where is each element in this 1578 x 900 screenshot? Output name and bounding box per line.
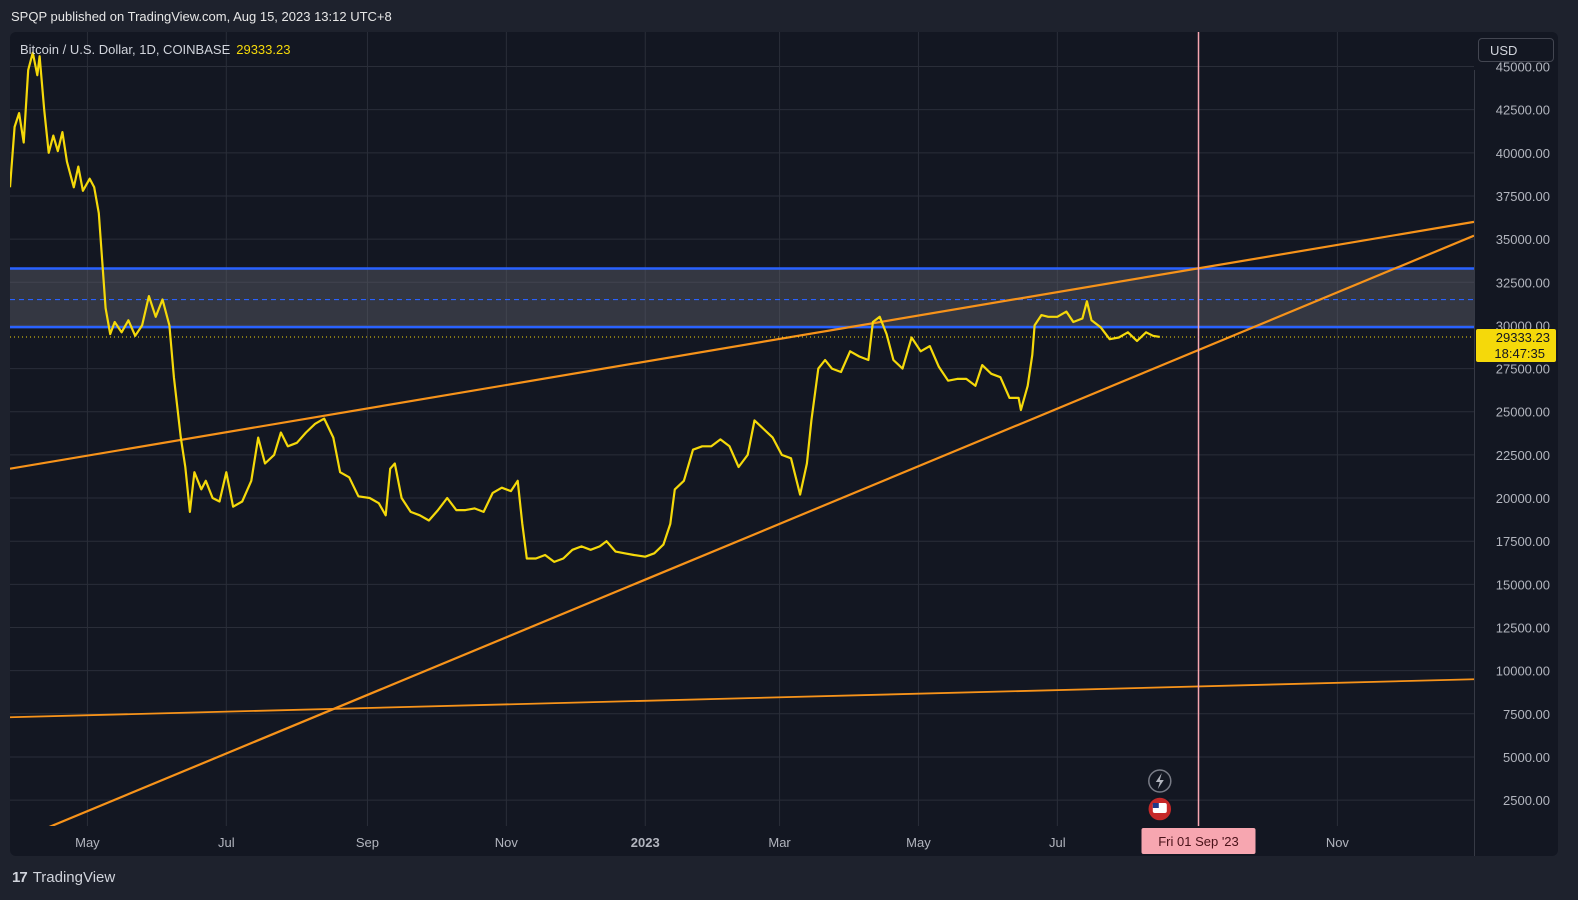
- last-price-badge[interactable]: [1476, 328, 1556, 362]
- y-tick-label: 7500.00: [1503, 707, 1550, 722]
- x-tick-label: May: [75, 835, 100, 850]
- x-tick-label: May: [906, 835, 931, 850]
- y-tick-label: 25000.00: [1496, 405, 1550, 420]
- x-tick-label: Jul: [218, 835, 235, 850]
- x-tick-label: Sep: [356, 835, 379, 850]
- crosshair-date-box: [1141, 828, 1256, 854]
- crosshair-date-label: Fri 01 Sep '23: [1158, 834, 1239, 849]
- lightning-icon-glyph: [1155, 773, 1164, 789]
- chart-pane[interactable]: [10, 32, 1558, 856]
- bar-countdown-label: 18:47:35: [1494, 346, 1545, 361]
- symbol-last-price: 29333.23: [236, 42, 291, 57]
- y-tick-label: 37500.00: [1496, 189, 1550, 204]
- y-tick-label: 45000.00: [1496, 60, 1550, 75]
- x-tick-label: Jul: [1049, 835, 1066, 850]
- y-tick-label: 42500.00: [1496, 103, 1550, 118]
- symbol-legend[interactable]: Bitcoin / U.S. Dollar, 1D, COINBASE 29333…: [20, 42, 290, 57]
- publisher-caption: SPQP published on TradingView.com, Aug 1…: [11, 9, 392, 24]
- y-tick-label: 17500.00: [1496, 534, 1550, 549]
- tradingview-logo-icon: 17: [12, 869, 28, 886]
- currency-button[interactable]: USD: [1478, 38, 1554, 62]
- x-tick-label: Nov: [495, 835, 519, 850]
- tradingview-logo-text: TradingView: [32, 869, 116, 886]
- trendline-bottom[interactable]: [10, 678, 1474, 719]
- y-tick-label: 2500.00: [1503, 793, 1550, 808]
- flag-icon-canton: [1152, 803, 1159, 808]
- y-tick-label: 32500.00: [1496, 275, 1550, 290]
- y-tick-label: 22500.00: [1496, 448, 1550, 463]
- y-tick-label: 20000.00: [1496, 491, 1550, 506]
- resistance-zone[interactable]: [10, 268, 1474, 328]
- trendline-upper[interactable]: [10, 220, 1474, 470]
- y-tick-label: 10000.00: [1496, 664, 1550, 679]
- tradingview-logo[interactable]: 17 TradingView: [12, 869, 115, 886]
- symbol-label: Bitcoin / U.S. Dollar, 1D, COINBASE: [20, 42, 231, 57]
- y-tick-label: 35000.00: [1496, 232, 1550, 247]
- y-tick-label: 5000.00: [1503, 750, 1550, 765]
- last-price-label: 29333.23: [1496, 330, 1550, 345]
- y-tick-label: 12500.00: [1496, 621, 1550, 636]
- y-tick-label: 15000.00: [1496, 577, 1550, 592]
- x-tick-label: 2023: [631, 835, 660, 850]
- x-tick-label: Mar: [768, 835, 791, 850]
- price-series-line[interactable]: [10, 51, 1160, 564]
- x-tick-label: Nov: [1326, 835, 1350, 850]
- y-tick-label: 27500.00: [1496, 362, 1550, 377]
- y-tick-label: 40000.00: [1496, 146, 1550, 161]
